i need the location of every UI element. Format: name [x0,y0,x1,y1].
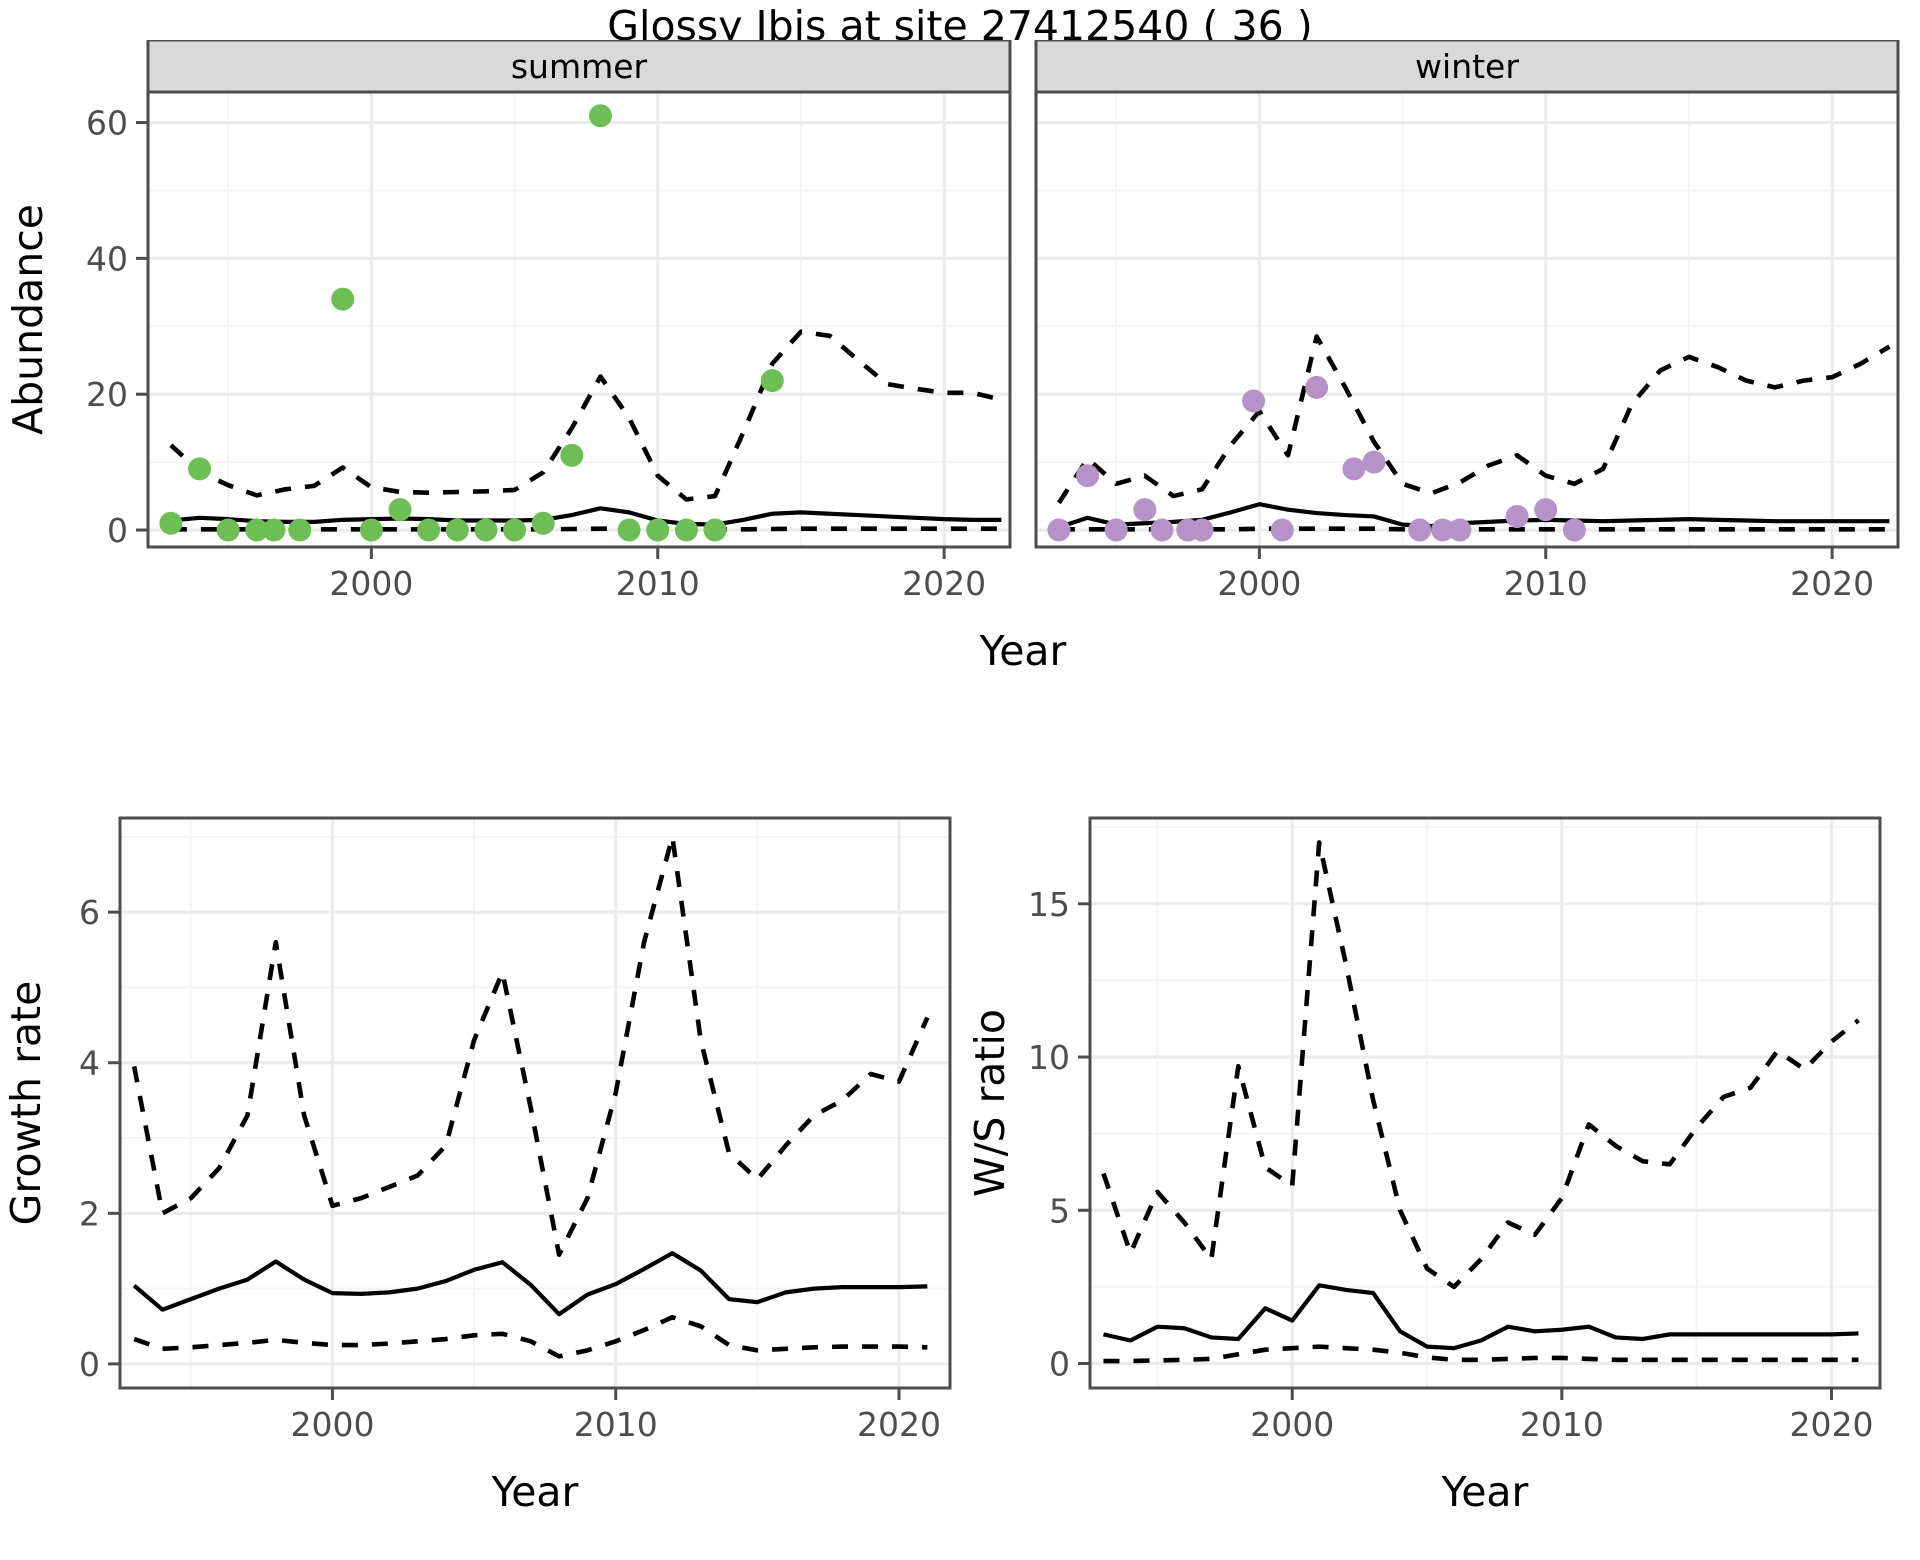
panel-background [1090,818,1880,1388]
data-point [1190,518,1214,542]
data-point [159,511,183,535]
series-dashed-line [1056,334,1891,505]
y-tick-label: 10 [1028,1038,1070,1077]
data-point [1448,518,1472,542]
data-point [531,511,555,535]
y-tick-label: 60 [86,104,128,143]
panel-abundance-summer: summer 0 20 40 60 2000 2010 2020 [86,40,1012,603]
data-point [1362,450,1386,474]
panel-border [1088,816,1882,1390]
data-point [445,518,469,542]
y-tick-label: 0 [107,511,128,550]
y-tick-label: 4 [79,1044,100,1083]
data-point [560,443,584,467]
panel-ws-ratio: 0 5 10 15 2000 2010 2020 [1028,816,1882,1444]
growth-rate-chart: 0 2 4 6 2000 2010 2020 Growth rate Year [2,816,952,1516]
series-solid-line [1103,1283,1859,1351]
year-axis-title-growth: Year [491,1468,579,1516]
growth-rate-axis-title: Growth rate [2,981,50,1226]
data-point [674,518,698,542]
series-solid-line [132,1251,928,1317]
data-point [1047,518,1071,542]
data-point [1534,498,1558,522]
series-dashed-line [170,526,1002,532]
x-tick-label: 2000 [1250,1405,1334,1444]
data-point [188,457,212,481]
facet-strip-label-winter: winter [1415,47,1519,86]
data-point [1431,518,1455,542]
data-point [474,518,498,542]
abundance-axis-title: Abundance [4,204,52,435]
series-dashed-line [1101,840,1860,1290]
panel-background [148,92,1010,547]
x-tick-label: 2000 [329,564,413,603]
data-point [617,518,641,542]
panel-border [118,816,952,1390]
data-point [1305,375,1329,399]
data-point [703,518,727,542]
y-tick-label: 0 [79,1345,100,1384]
panel-growth-rate: 0 2 4 6 2000 2010 2020 [79,816,952,1444]
data-point [1150,518,1174,542]
x-tick-label: 2020 [1789,1405,1873,1444]
panel-background [120,818,950,1388]
x-tick-label: 2010 [574,1405,658,1444]
x-tick-label: 2010 [1520,1405,1604,1444]
x-tick-label: 2000 [1217,564,1301,603]
x-tick-label: 2020 [857,1405,941,1444]
x-tick-label: 2000 [290,1405,374,1444]
data-point [331,287,355,311]
abundance-facet-chart: summer 0 20 40 60 2000 2010 2020 winter 2000 2010 2… [4,40,1900,675]
data-point [760,369,784,393]
facet-strip-label-summer: summer [511,47,648,86]
data-point [245,518,269,542]
data-point [1133,498,1157,522]
series-solid-line [170,506,1002,527]
data-point [1270,518,1294,542]
panel-border [146,90,1012,549]
y-tick-label: 20 [86,375,128,414]
year-axis-title-ws: Year [1441,1468,1529,1516]
panel-background [1036,92,1898,547]
ws-ratio-chart: 0 5 10 15 2000 2010 2020 W/S ratio Year [966,816,1882,1516]
data-point [388,498,412,522]
data-point [417,518,441,542]
x-tick-label: 2010 [616,564,700,603]
data-point [262,518,286,542]
x-tick-label: 2020 [902,564,986,603]
year-axis-title-top: Year [979,627,1067,675]
series-dashed-line [133,1314,928,1359]
data-point [359,518,383,542]
x-tick-label: 2010 [1504,564,1588,603]
y-tick-label: 2 [79,1194,100,1233]
y-tick-label: 15 [1028,885,1070,924]
data-point [1104,518,1128,542]
facet-strip-summer [146,40,1012,94]
series-dashed-line [169,329,1002,502]
y-tick-label: 5 [1049,1191,1070,1230]
data-point [503,518,527,542]
series-dashed-line [1058,526,1890,532]
data-point [1408,518,1432,542]
y-tick-label: 0 [1049,1344,1070,1383]
data-point [588,104,612,128]
y-tick-label: 6 [79,893,100,932]
ws-ratio-axis-title: W/S ratio [966,1009,1014,1197]
data-point [1242,389,1266,413]
data-point [1562,518,1586,542]
series-dashed-line [131,834,930,1258]
panel-border [1034,90,1900,549]
series-dashed-line [1103,1344,1859,1364]
data-point [1342,457,1366,481]
facet-strip-winter [1034,40,1900,94]
x-tick-label: 2020 [1790,564,1874,603]
data-point [1076,464,1100,488]
panel-abundance-winter: winter 2000 2010 2020 [1034,40,1900,603]
data-point [646,518,670,542]
data-point [216,518,240,542]
data-point [1505,504,1529,528]
data-point [288,518,312,542]
y-tick-label: 40 [86,239,128,278]
